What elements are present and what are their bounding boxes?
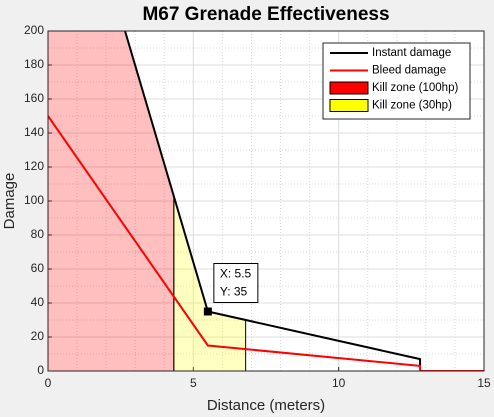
- line: [48, 115, 484, 371]
- y-tick-label: 60: [31, 261, 45, 275]
- y-tick-label: 100: [24, 193, 44, 207]
- legend-label: Kill zone (100hp): [372, 82, 458, 94]
- datatip-text: X: 5.5: [220, 267, 252, 281]
- y-tick-label: 160: [24, 91, 44, 105]
- x-tick-label: 10: [332, 376, 346, 390]
- x-tick-label: 15: [477, 376, 491, 390]
- chart-title: M67 Grenade Effectiveness: [142, 4, 389, 25]
- line: [124, 31, 422, 366]
- x-axis-label: Distance (meters): [207, 397, 325, 414]
- legend-label: Instant damage: [372, 47, 451, 59]
- y-tick-label: 140: [24, 125, 44, 139]
- y-tick-label: 120: [24, 159, 44, 173]
- axes-box: [47, 30, 485, 372]
- legend-label: Kill zone (30hp): [372, 100, 452, 112]
- datatip-marker: [203, 307, 212, 316]
- datatip-box: [213, 263, 259, 303]
- plot-layer: [48, 31, 484, 371]
- legend-label: Bleed damage: [372, 65, 446, 77]
- datatip-text: Y: 35: [220, 285, 248, 299]
- y-axis-label: Damage: [1, 173, 18, 230]
- y-tick-label: 20: [31, 329, 45, 343]
- legend-swatch: [329, 81, 369, 95]
- x-tick-label: 0: [45, 376, 52, 390]
- y-tick-label: 80: [31, 227, 45, 241]
- y-tick-label: 200: [24, 23, 44, 37]
- y-tick-label: 40: [31, 295, 45, 309]
- legend-swatch: [329, 99, 369, 112]
- y-tick-label: 180: [24, 57, 44, 71]
- x-tick-label: 5: [190, 376, 197, 390]
- y-tick-label: 0: [37, 363, 44, 377]
